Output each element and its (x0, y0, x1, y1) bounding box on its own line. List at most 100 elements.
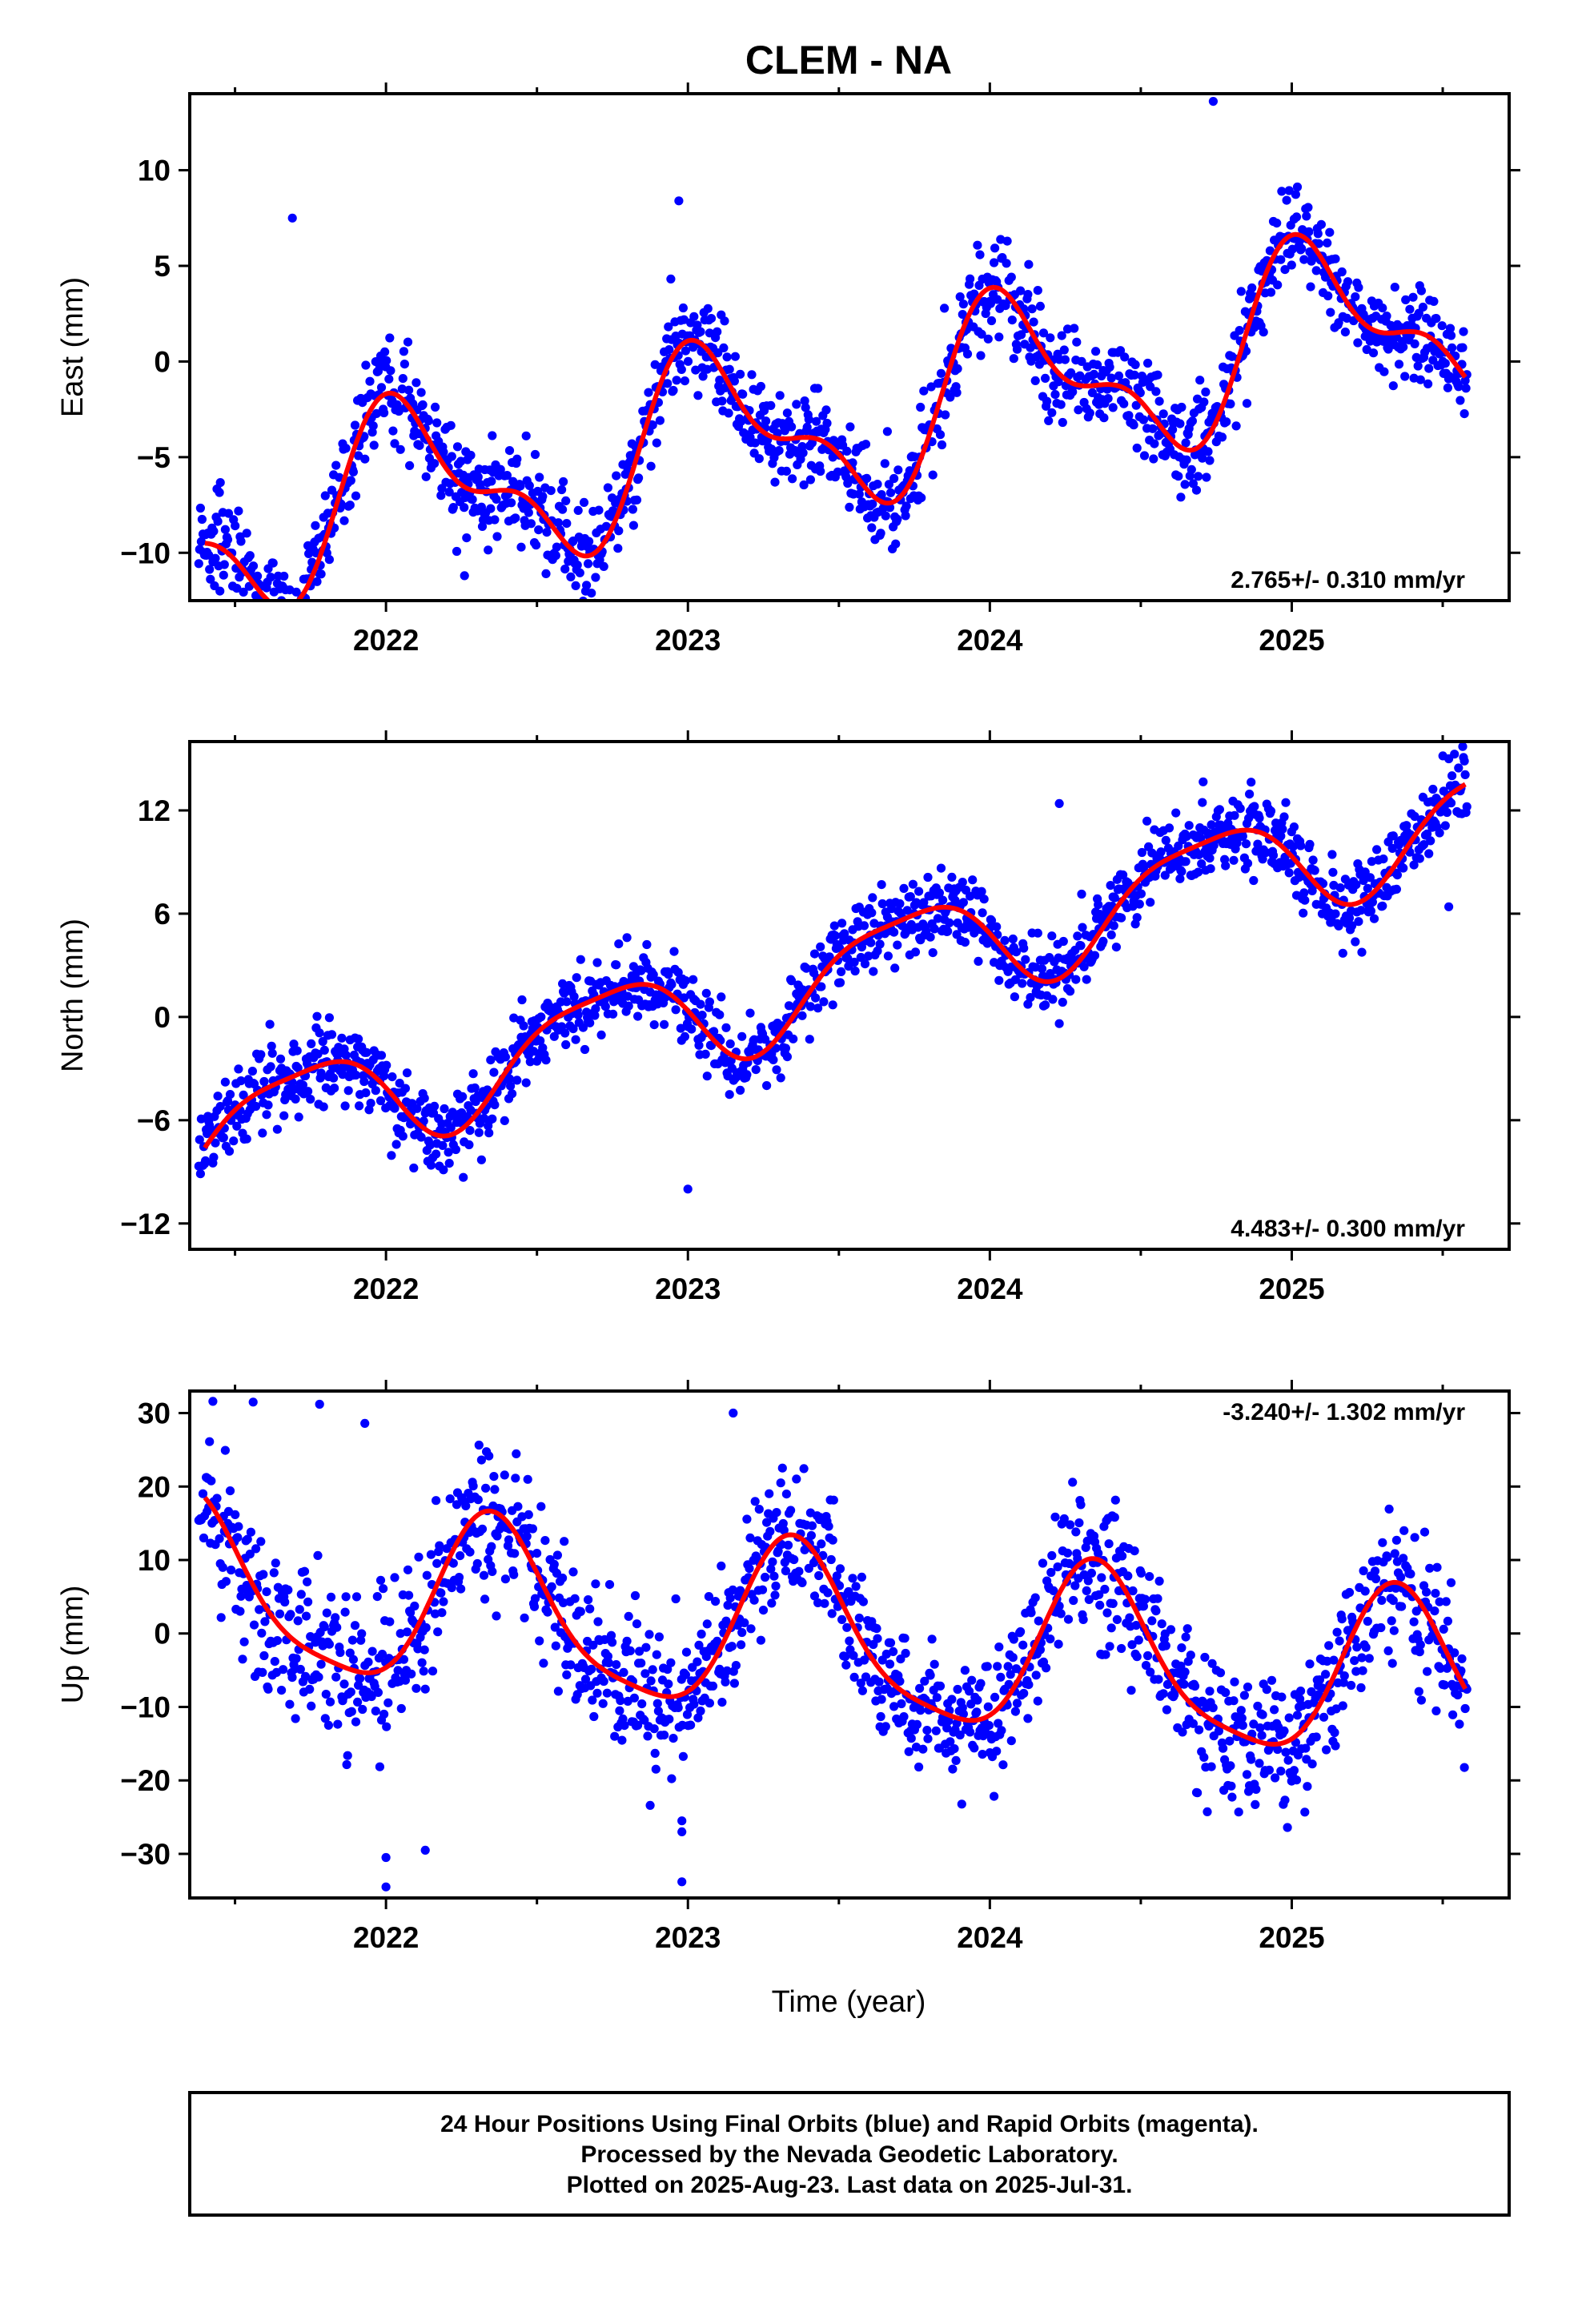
north-data-point (1111, 943, 1121, 952)
east-data-point (1130, 370, 1139, 380)
east-data-point (761, 416, 771, 426)
up-data-point (431, 1609, 440, 1618)
up-data-point (641, 1642, 651, 1652)
north-data-point (669, 947, 679, 956)
north-data-point (1184, 821, 1194, 830)
north-data-point (215, 1102, 225, 1112)
north-data-point (817, 982, 826, 991)
east-data-point (1446, 331, 1456, 340)
east-data-point (466, 450, 476, 460)
up-data-point (666, 1658, 676, 1667)
up-data-point (1356, 1683, 1366, 1693)
north-data-point (387, 1151, 396, 1160)
north-data-point (315, 1028, 324, 1038)
up-data-point (729, 1679, 740, 1688)
up-outlier-point (677, 1827, 687, 1836)
east-data-point (1044, 416, 1054, 426)
up-data-point (599, 1676, 608, 1687)
north-data-point (1387, 843, 1397, 853)
north-data-point (825, 952, 834, 962)
up-data-point (532, 1549, 542, 1558)
north-data-point (742, 1070, 752, 1080)
up-data-point (1460, 1763, 1469, 1772)
up-data-point (844, 1586, 853, 1597)
east-data-point (1054, 377, 1063, 387)
east-data-point (1120, 352, 1130, 362)
up-data-point (1450, 1648, 1460, 1658)
up-data-point (1050, 1512, 1060, 1522)
east-data-point (430, 459, 440, 468)
east-data-point (384, 374, 394, 384)
up-data-point (723, 1600, 733, 1610)
up-data-point (665, 1715, 674, 1724)
east-data-point (1353, 338, 1363, 348)
east-data-point (1074, 405, 1083, 415)
north-data-point (1247, 778, 1256, 787)
north-data-point (849, 957, 859, 967)
east-data-point (206, 574, 215, 584)
north-data-point (573, 1010, 583, 1019)
east-data-point (448, 503, 458, 513)
up-data-point (1127, 1640, 1137, 1650)
north-data-point (521, 1078, 531, 1088)
up-data-point (400, 1675, 410, 1685)
east-data-point (805, 475, 816, 485)
up-data-point (881, 1722, 890, 1731)
up-data-point (915, 1683, 925, 1693)
up-data-point (1006, 1670, 1015, 1679)
east-data-point (975, 250, 985, 259)
up-data-point (1281, 1747, 1291, 1757)
north-data-point (590, 1011, 600, 1020)
east-data-point (669, 385, 678, 396)
north-data-point (412, 1104, 422, 1113)
up-data-point (717, 1561, 726, 1571)
up-data-point (373, 1687, 383, 1697)
north-data-point (375, 1096, 386, 1106)
east-data-point (504, 446, 515, 456)
north-data-point (1351, 880, 1361, 890)
east-data-point (385, 333, 395, 343)
up-plot-frame (188, 1389, 1511, 1900)
up-data-point (412, 1683, 421, 1693)
up-data-point (990, 1692, 1000, 1702)
up-data-point (535, 1636, 544, 1646)
up-data-point (1439, 1680, 1449, 1690)
up-data-point (889, 1702, 899, 1711)
east-data-point (800, 396, 809, 406)
east-data-point (535, 472, 544, 482)
up-data-point (984, 1721, 994, 1731)
east-data-point (398, 374, 408, 384)
east-y-tick-label: −10 (120, 537, 171, 569)
east-data-point (350, 420, 360, 430)
east-data-point (655, 416, 665, 425)
up-data-point (1339, 1678, 1348, 1687)
north-data-point (1424, 849, 1434, 858)
up-data-point (770, 1590, 780, 1600)
up-data-point (1323, 1656, 1332, 1666)
north-data-point (709, 1027, 719, 1036)
up-data-point (549, 1559, 559, 1569)
east-data-point (756, 381, 766, 392)
up-data-point (721, 1677, 730, 1687)
north-data-point (580, 1044, 590, 1055)
east-data-point (885, 488, 896, 497)
up-data-point (513, 1502, 523, 1511)
east-data-point (258, 603, 267, 612)
east-data-point (492, 494, 501, 505)
north-data-point (1054, 1019, 1064, 1028)
up-data-point (1141, 1661, 1151, 1671)
up-data-point (456, 1551, 465, 1561)
north-data-point (1288, 842, 1298, 851)
east-data-point (211, 553, 220, 563)
up-data-point (746, 1624, 756, 1634)
east-data-point (1416, 286, 1426, 296)
up-data-point (1230, 1677, 1239, 1687)
up-data-point (1283, 1823, 1292, 1832)
east-data-point (1119, 399, 1129, 408)
east-data-point (801, 403, 810, 412)
north-data-point (1058, 936, 1068, 947)
up-data-point (1181, 1632, 1191, 1642)
north-y-axis-label: North (mm) (56, 919, 90, 1072)
north-data-point (476, 1155, 487, 1164)
up-data-point (1063, 1614, 1074, 1624)
